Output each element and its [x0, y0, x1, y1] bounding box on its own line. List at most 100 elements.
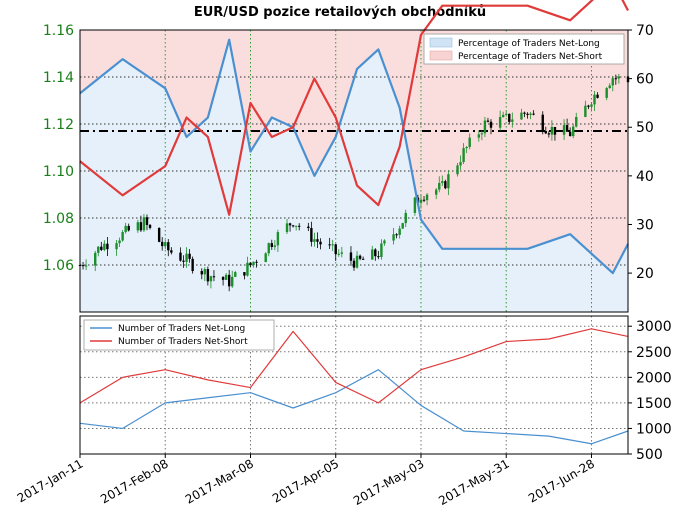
percentage-lines [79, 0, 629, 275]
price-candle-body [483, 120, 487, 134]
count-axis-tick-label: 500 [636, 447, 663, 463]
line-net-long-count [79, 369, 629, 445]
price-candle-body [498, 117, 502, 128]
price-candle-body [264, 253, 267, 263]
price-candle-body [547, 133, 551, 135]
price-candle-body [562, 125, 566, 135]
price-candle-body [310, 228, 313, 242]
price-candle-body [541, 114, 544, 132]
price-candle-body [136, 222, 140, 231]
price-candle-body [121, 232, 124, 241]
price-candle-body [170, 250, 173, 253]
price-candle-body [118, 240, 121, 244]
price-candle-body [298, 225, 301, 227]
price-candle-body [587, 105, 590, 107]
price-candle-body [340, 252, 344, 254]
left-axis-tick-label: 1.10 [43, 164, 74, 180]
price-candle-body [505, 113, 508, 115]
legend-label-net-short: Number of Traders Net-Short [118, 337, 248, 347]
price-candle-body [605, 88, 608, 98]
price-candle-body [97, 246, 100, 253]
price-candle-body [206, 269, 210, 282]
left-axis-tick-label: 1.12 [43, 117, 74, 133]
price-candle-body [185, 253, 188, 262]
price-candle-body [361, 258, 365, 260]
price-candle-body [553, 126, 557, 135]
price-candle-body [401, 223, 404, 229]
right-axis-tick-label: 50 [636, 120, 654, 136]
date-tick-label: 2017-May-03 [351, 456, 426, 508]
price-candle-body [444, 181, 447, 189]
price-candle-body [377, 256, 380, 258]
price-candle-body [520, 112, 523, 120]
price-candles [78, 73, 630, 292]
price-candle-body [164, 242, 167, 247]
date-axis: 2017-Jan-11 2017-Feb-08 2017-Mar-08 2017-Ap… [15, 454, 597, 508]
price-candle-body [392, 234, 395, 241]
top-grid [80, 30, 628, 312]
price-candle-body [523, 112, 526, 114]
price-candle-body [179, 252, 182, 261]
trader-count-panel: 500 1000 1500 2000 2500 3000 Number of Trader… [79, 315, 672, 463]
price-candle-body [584, 105, 587, 117]
legend-label-percent-short: Percentage of Traders Net-Short [458, 52, 603, 62]
count-axis-tick-label: 2000 [636, 370, 672, 386]
count-axis-tick-label: 2500 [636, 345, 672, 361]
price-candle-body [489, 121, 493, 128]
price-candle-body [568, 131, 572, 137]
price-candle-body [142, 217, 146, 231]
top-plot-frame [79, 29, 629, 313]
price-candle-body [200, 271, 203, 275]
price-candle-body [124, 225, 127, 233]
price-candle-body [425, 194, 429, 201]
price-candle-body [441, 181, 444, 184]
price-candle-body [550, 126, 554, 135]
price-candle-body [115, 243, 118, 250]
left-axis-tick-label: 1.16 [43, 23, 74, 39]
date-tick-label: 2017-Mar-08 [183, 456, 256, 506]
legend-swatch-long [429, 37, 453, 48]
price-candle-body [404, 212, 407, 224]
price-candle-body [103, 243, 106, 250]
line-net-short-count [79, 328, 629, 404]
price-candle-body [188, 253, 191, 259]
chart-title: EUR/USD pozice retailových obchodníků [194, 5, 486, 20]
left-price-axis: 1.06 1.08 1.10 1.12 1.14 1.16 [43, 23, 74, 274]
date-tick-label: 2017-Apr-05 [270, 456, 341, 505]
price-candle-body [334, 244, 337, 255]
bottom-plot-frame [79, 315, 629, 455]
price-candle-body [565, 125, 569, 132]
price-candle-body [255, 261, 258, 263]
price-candle-body [371, 249, 374, 260]
line-percent-short [79, 0, 629, 216]
price-candle-body [243, 272, 246, 276]
price-candle-body [456, 165, 459, 175]
price-candle-body [252, 261, 255, 266]
price-candle-body [145, 217, 149, 225]
price-candle-body [307, 226, 310, 229]
count-axis-tick-label: 3000 [636, 319, 672, 335]
price-candle-body [157, 227, 161, 242]
legend-label-percent-long: Percentage of Traders Net-Long [458, 39, 600, 49]
price-candle-body [234, 272, 237, 277]
price-candle-body [84, 265, 88, 267]
price-candle-body [288, 223, 292, 226]
left-axis-tick-label: 1.08 [43, 211, 74, 227]
price-candle-body [398, 228, 401, 235]
price-candle-body [480, 133, 484, 135]
price-candle-body [191, 258, 194, 272]
date-tick-label: 2017-Jun-28 [526, 456, 597, 505]
price-candle-body [358, 255, 362, 259]
price-candle-body [352, 260, 356, 268]
price-candle-body [231, 276, 234, 287]
price-candle-body [227, 274, 231, 287]
bottom-legend: Number of Traders Net-Long Number of Tra… [83, 319, 275, 351]
price-candle-body [270, 243, 273, 248]
price-candle-body [249, 262, 252, 266]
price-candle-body [81, 265, 85, 267]
trader-count-lines [79, 328, 629, 445]
right-axis-tick-label: 30 [636, 217, 654, 233]
price-candle-body [486, 120, 490, 122]
